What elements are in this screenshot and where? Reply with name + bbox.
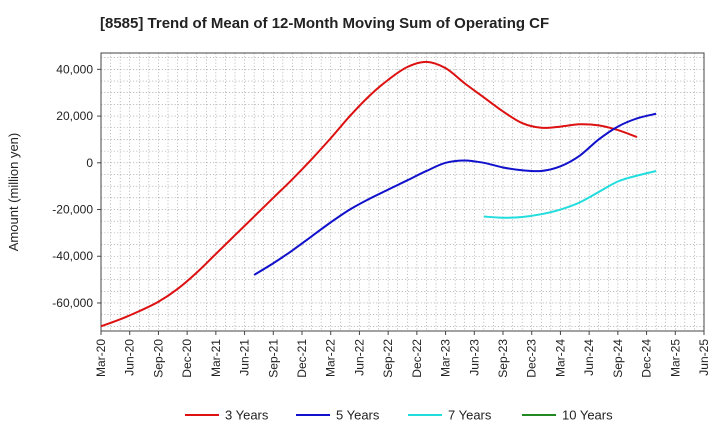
series-line-5-years: [253, 112, 657, 276]
x-tick-label: Mar-23: [439, 339, 453, 377]
x-tick-label: Mar-22: [324, 339, 338, 377]
legend-label: 3 Years: [225, 408, 269, 423]
chart-title: [8585] Trend of Mean of 12-Month Moving …: [100, 15, 549, 32]
y-axis: 40,000 20,000 0 -20,000 -40,000 -60,000: [52, 62, 101, 310]
series-group: [100, 60, 657, 328]
x-tick-label: Jun-25: [697, 339, 711, 376]
series-line-3-years: [100, 60, 638, 328]
x-tick-label: Sep-21: [266, 339, 280, 378]
x-tick-label: Mar-20: [94, 339, 108, 377]
x-tick-label: Sep-24: [611, 339, 625, 378]
legend: 3 Years 5 Years 7 Years 10 Years: [185, 408, 613, 423]
x-tick-label: Sep-22: [381, 339, 395, 378]
x-tick-label: Sep-20: [151, 339, 165, 378]
x-tick-label: Dec-23: [525, 339, 539, 378]
x-tick-label: Dec-21: [295, 339, 309, 378]
legend-label: 10 Years: [562, 408, 613, 423]
x-tick-label: Mar-25: [668, 339, 682, 377]
x-tick-label: Jun-23: [467, 339, 481, 376]
y-tick-label: 40,000: [56, 62, 93, 76]
y-tick-label: 0: [86, 156, 93, 170]
x-tick-label: Jun-22: [352, 339, 366, 376]
y-tick-label: -60,000: [52, 296, 93, 310]
x-tick-label: Sep-23: [496, 339, 510, 378]
x-tick-label: Dec-22: [410, 339, 424, 378]
y-tick-label: -20,000: [52, 203, 93, 217]
x-tick-label: Jun-20: [123, 339, 137, 376]
x-tick-label: Dec-20: [180, 339, 194, 378]
legend-label: 5 Years: [336, 408, 380, 423]
gridlines: [101, 53, 704, 331]
y-tick-label: -40,000: [52, 249, 93, 263]
x-tick-label: Jun-21: [238, 339, 252, 376]
x-tick-label: Mar-24: [553, 339, 567, 377]
y-tick-label: 20,000: [56, 109, 93, 123]
series-line-7-years: [483, 169, 657, 219]
x-axis: Mar-20 Jun-20 Sep-20 Dec-20 Mar-21 Jun-21 Sep-…: [94, 331, 711, 378]
x-tick-label: Jun-24: [582, 339, 596, 376]
plot-area: [100, 52, 705, 332]
x-tick-label: Mar-21: [209, 339, 223, 377]
y-axis-label: Amount (million yen): [6, 133, 21, 252]
x-tick-label: Dec-24: [640, 339, 654, 378]
legend-label: 7 Years: [448, 408, 492, 423]
